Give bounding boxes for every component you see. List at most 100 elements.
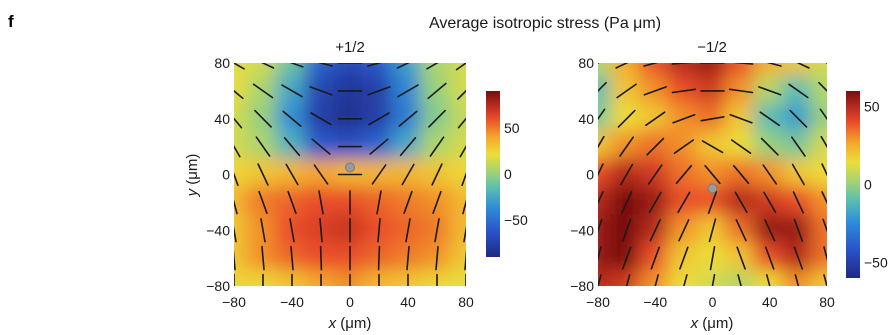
director-segment [309, 86, 333, 96]
director-segment [261, 245, 265, 271]
colorbar-tick-label: 50 [864, 99, 880, 115]
director-segment [289, 218, 295, 243]
director-segment [823, 274, 827, 286]
director-segment [734, 191, 748, 214]
y-tick-label: 80 [214, 55, 230, 71]
director-segment [598, 246, 602, 262]
heatmap-cell [449, 214, 466, 247]
director-segment [455, 63, 466, 71]
director-segment [403, 190, 413, 214]
director-segment [672, 114, 696, 124]
director-segment [616, 83, 637, 99]
director-segment [401, 163, 415, 186]
director-segment [822, 218, 827, 233]
director-segment [762, 164, 778, 185]
y-tick-label: −40 [206, 222, 230, 238]
y-tick-label: 40 [578, 111, 594, 127]
director-segment [234, 199, 238, 215]
y-tick-label: 0 [222, 167, 230, 183]
director-segment [729, 114, 753, 124]
director-segment [376, 190, 382, 215]
director-segment [708, 218, 717, 243]
director-segment [459, 145, 466, 158]
figure-title: Average isotropic stress (Pa μm) [429, 15, 661, 32]
director-segment [367, 63, 383, 67]
director-segment [675, 164, 693, 185]
director-segment [677, 191, 691, 214]
director-segment [737, 274, 742, 286]
x-tick-label: −80 [586, 294, 610, 310]
director-segment [281, 84, 303, 98]
director-segment [678, 219, 690, 242]
director-segment [397, 84, 419, 98]
director-segment [368, 112, 390, 126]
y-tick-labels: 80 40 0 −40 −80 [206, 55, 230, 294]
director-segment [258, 190, 268, 214]
x-tick-label: −40 [643, 294, 667, 310]
director-segment [310, 112, 332, 126]
director-segment [428, 109, 446, 128]
heatmap-cell [449, 186, 466, 219]
director-segment [405, 218, 411, 243]
director-segment [377, 218, 381, 243]
director-segment [728, 88, 754, 94]
heatmap-plus-half: +1/2 −80 −40 0 40 80 80 40 0 −40 −80 x (μm) y (μ… [184, 39, 528, 332]
director-segment [731, 63, 754, 65]
director-segment [644, 111, 666, 127]
colorbar-tick-label: −50 [864, 254, 888, 270]
director-segment [823, 246, 827, 262]
colorbar-tick-label: 50 [504, 120, 520, 136]
director-segment [234, 89, 244, 100]
heatmap-cell [810, 74, 827, 107]
colorbar-tick-label: 0 [504, 166, 512, 182]
director-segment [673, 139, 695, 154]
x-tick-label: −80 [222, 294, 246, 310]
director-segment [625, 274, 631, 286]
director-segment [794, 274, 800, 286]
director-segment [621, 218, 632, 242]
heatmap-cell [234, 102, 251, 135]
heatmap-cell [667, 270, 701, 286]
director-segment [429, 136, 445, 157]
director-segment [647, 164, 663, 185]
director-segment [621, 246, 632, 270]
director-segment [735, 219, 747, 242]
defect-core-marker [707, 183, 718, 194]
x-axis-label: x (μm) [690, 315, 734, 332]
y-tick-labels: 80 40 0 −40 −80 [570, 55, 594, 294]
heatmap-cell [598, 214, 615, 247]
heatmap-cell [234, 186, 251, 219]
director-segment [598, 135, 605, 149]
director-segment [758, 86, 782, 96]
director-segment [793, 246, 804, 270]
colorbar [486, 91, 500, 257]
heatmap-cell [810, 102, 827, 135]
director-segment [732, 164, 750, 185]
director-segment [290, 245, 294, 271]
director-segment [643, 63, 659, 67]
heatmap-cell [449, 158, 466, 191]
director-segment [369, 138, 389, 155]
director-segment [650, 246, 661, 270]
x-tick-label: 0 [346, 294, 354, 310]
director-segment [313, 164, 329, 185]
director-segment [464, 248, 466, 271]
director-segment [317, 63, 333, 67]
director-segment [648, 191, 662, 214]
director-segment [760, 137, 779, 156]
heatmap-cell [753, 270, 786, 286]
director-segment [282, 110, 302, 127]
director-segment [463, 225, 466, 243]
heatmap-cell [810, 242, 827, 275]
director-segment [598, 218, 603, 233]
director-segment [671, 88, 697, 94]
heatmap-cell [638, 270, 672, 286]
director-segment [620, 163, 634, 186]
director-segment [619, 136, 635, 157]
director-segment [821, 163, 827, 177]
director-segment [598, 81, 607, 92]
director-segment [654, 274, 660, 286]
heatmap-cell [810, 214, 827, 247]
director-segment [764, 246, 775, 270]
